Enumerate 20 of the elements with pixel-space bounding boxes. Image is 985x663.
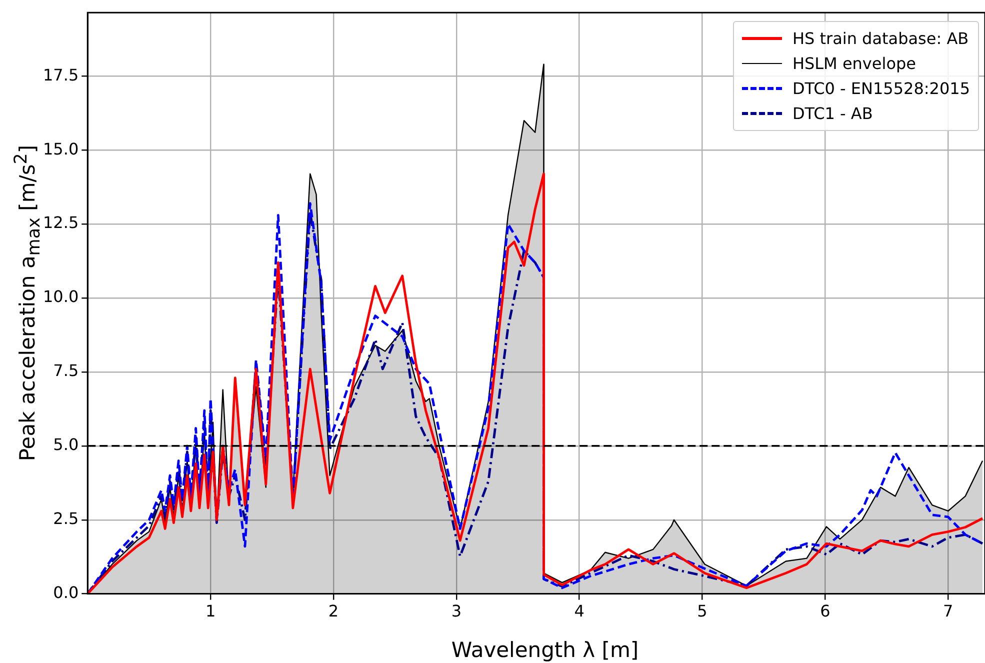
x-tick-label: 7 bbox=[943, 602, 954, 621]
legend-label: DTC0 - EN15528:2015 bbox=[792, 78, 970, 98]
y-tick-label: 12.5 bbox=[43, 213, 79, 232]
y-tick-label: 10.0 bbox=[43, 287, 79, 306]
y-tick-label: 7.5 bbox=[53, 361, 79, 380]
y-tick-label: 15.0 bbox=[43, 139, 79, 158]
x-axis-title: Wavelength λ [m] bbox=[451, 638, 639, 662]
y-tick-label: 5.0 bbox=[53, 435, 79, 454]
x-tick-label: 6 bbox=[820, 602, 830, 621]
y-tick-label: 2.5 bbox=[53, 509, 79, 528]
legend-label: HSLM envelope bbox=[792, 54, 916, 73]
x-tick-label: 3 bbox=[451, 602, 462, 621]
y-tick-label: 0.0 bbox=[53, 582, 79, 602]
x-tick-label: 2 bbox=[328, 602, 339, 621]
legend-label: HS train database: AB bbox=[792, 28, 969, 48]
x-tick-label: 4 bbox=[574, 602, 584, 621]
legend-label: DTC1 - AB bbox=[792, 104, 873, 123]
x-tick-label: 1 bbox=[205, 602, 216, 621]
y-tick-label: 17.5 bbox=[43, 65, 79, 84]
x-tick-label: 5 bbox=[697, 602, 708, 621]
